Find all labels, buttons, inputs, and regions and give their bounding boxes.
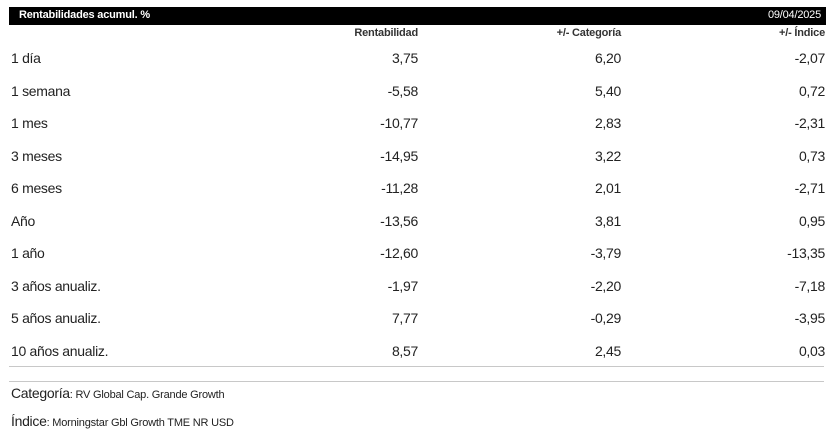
cell-indice: 0,72 [798, 82, 825, 99]
table-row: 10 años anualiz. 8,57 2,45 0,03 [9, 335, 826, 368]
cell-rentabilidad: -13,56 [380, 212, 418, 229]
row-label: 1 año [11, 245, 45, 261]
column-header-categoria: +/- Categoría [556, 27, 622, 39]
table-row: 1 año -12,60 -3,79 -13,35 [9, 237, 826, 270]
row-label: Año [11, 212, 36, 229]
table-title: Rentabilidades acumul. % [19, 9, 150, 21]
cell-rentabilidad: -14,95 [380, 147, 418, 164]
table-row: 5 años anualiz. 7,77 -0,29 -3,95 [9, 302, 826, 335]
cell-rentabilidad: 7,77 [391, 310, 418, 326]
cell-indice: -2,71 [794, 180, 826, 196]
cell-rentabilidad: 3,75 [391, 50, 418, 66]
table-row: 6 meses -11,28 2,01 -2,71 [9, 172, 826, 205]
table-row: 1 mes -10,77 2,83 -2,31 [9, 107, 826, 140]
cell-indice: -13,35 [787, 245, 825, 261]
cell-rentabilidad: -11,28 [381, 180, 418, 196]
index-value: : Morningstar Gbl Growth TME NR USD [46, 417, 234, 429]
index-label: Índice [11, 413, 47, 429]
cell-indice: -2,07 [794, 50, 826, 66]
row-label: 6 meses [11, 180, 62, 196]
cell-rentabilidad: -12,60 [380, 245, 418, 261]
cell-categoria: 3,22 [594, 147, 621, 164]
index-note: Índice: Morningstar Gbl Growth TME NR US… [11, 413, 234, 431]
column-header-indice: +/- Índice [779, 27, 825, 39]
table-title-bar: Rentabilidades acumul. % 09/04/2025 [9, 7, 826, 25]
cell-rentabilidad: -10,77 [380, 115, 418, 131]
category-note: Categoría: RV Global Cap. Grande Growth [11, 385, 225, 403]
table-row: 1 semana -5,58 5,40 0,72 [9, 75, 826, 108]
cell-categoria: 2,01 [594, 180, 621, 196]
table-row: Año -13,56 3,81 0,95 [9, 205, 826, 238]
cell-indice: -7,18 [794, 277, 826, 294]
cell-indice: -3,95 [794, 310, 826, 326]
table-bottom-divider [9, 366, 824, 367]
column-headers: Rentabilidad +/- Categoría +/- Índice [9, 27, 826, 43]
row-label: 10 años anualiz. [11, 342, 109, 359]
table-row: 3 meses -14,95 3,22 0,73 [9, 140, 826, 173]
cell-categoria: 3,81 [594, 212, 621, 229]
cell-indice: 0,95 [798, 212, 825, 229]
cell-categoria: 2,83 [594, 115, 621, 131]
table-row: 1 día 3,75 6,20 -2,07 [9, 42, 826, 75]
cell-rentabilidad: 8,57 [391, 342, 418, 359]
returns-table-body: 1 día 3,75 6,20 -2,07 1 semana -5,58 5,4… [9, 42, 826, 367]
row-label: 3 años anualiz. [11, 277, 101, 294]
cell-indice: 0,73 [798, 147, 825, 164]
cell-categoria: -3,79 [590, 245, 622, 261]
row-label: 1 mes [11, 115, 48, 131]
cell-categoria: 2,45 [594, 342, 621, 359]
category-label: Categoría [11, 385, 70, 401]
row-label: 1 semana [11, 82, 71, 99]
table-row: 3 años anualiz. -1,97 -2,20 -7,18 [9, 270, 826, 303]
cell-categoria: -0,29 [590, 310, 622, 326]
cell-indice: -2,31 [794, 115, 826, 131]
as-of-date: 09/04/2025 [767, 9, 821, 21]
category-value: : RV Global Cap. Grande Growth [69, 389, 225, 401]
footer-divider [9, 381, 824, 382]
row-label: 3 meses [11, 147, 62, 164]
column-header-rentabilidad: Rentabilidad [354, 27, 418, 39]
cell-indice: 0,03 [798, 342, 825, 359]
cell-rentabilidad: -1,97 [387, 277, 419, 294]
cell-categoria: 5,40 [594, 82, 621, 99]
cell-rentabilidad: -5,58 [387, 82, 419, 99]
row-label: 1 día [11, 50, 41, 66]
cell-categoria: 6,20 [594, 50, 621, 66]
cell-categoria: -2,20 [590, 277, 622, 294]
row-label: 5 años anualiz. [11, 310, 101, 326]
